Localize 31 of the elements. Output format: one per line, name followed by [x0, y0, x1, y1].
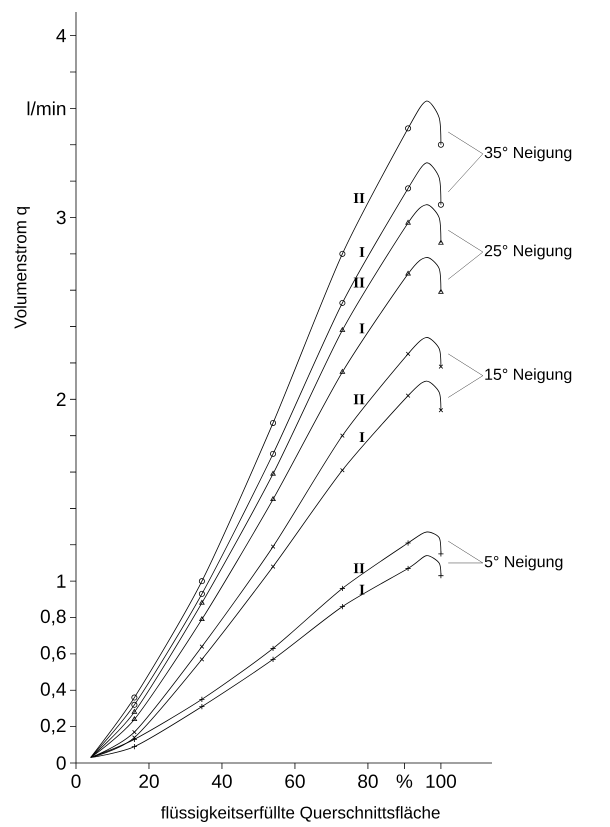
x-axis-title: flüssigkeitserfüllte Querschnittsfläche — [161, 806, 440, 822]
x-tick-label: 20 — [139, 774, 159, 788]
series-label: II — [354, 563, 364, 574]
x-tick-label: % — [396, 774, 412, 788]
x-tick-label: 0 — [71, 774, 81, 788]
x-tick-label: 40 — [212, 774, 232, 788]
y-tick-label: 1 — [57, 574, 66, 588]
series-label: I — [360, 432, 364, 442]
y-tick-label: 0,8 — [40, 610, 66, 626]
y-axis-title: Volumenstrom q — [14, 207, 30, 329]
y-tick-label: 0,6 — [40, 646, 66, 662]
series-label: I — [360, 584, 364, 595]
y-tick-label: 0,4 — [40, 682, 66, 698]
y-tick-label: 2 — [56, 392, 66, 406]
x-tick-label: 60 — [285, 774, 305, 788]
x-tick-label: 100 — [426, 774, 456, 788]
y-tick-label: l/min — [28, 101, 66, 116]
y-tick-label: 0,2 — [40, 718, 66, 734]
series-label: II — [354, 394, 364, 404]
annotation: 35° Neigung — [484, 146, 572, 162]
series-label: I — [360, 323, 364, 334]
series-label: II — [354, 278, 364, 288]
series-label: II — [354, 193, 364, 203]
y-tick-label: 3 — [56, 210, 66, 224]
x-tick-label: 80 — [358, 774, 378, 788]
series-label: I — [360, 247, 364, 257]
annotation: 25° Neigung — [484, 244, 572, 260]
annotation: 5° Neigung — [484, 556, 562, 570]
y-tick-label: 4 — [56, 29, 66, 42]
annotation: 15° Neigung — [485, 368, 572, 384]
y-tick-label: 0 — [56, 756, 66, 770]
